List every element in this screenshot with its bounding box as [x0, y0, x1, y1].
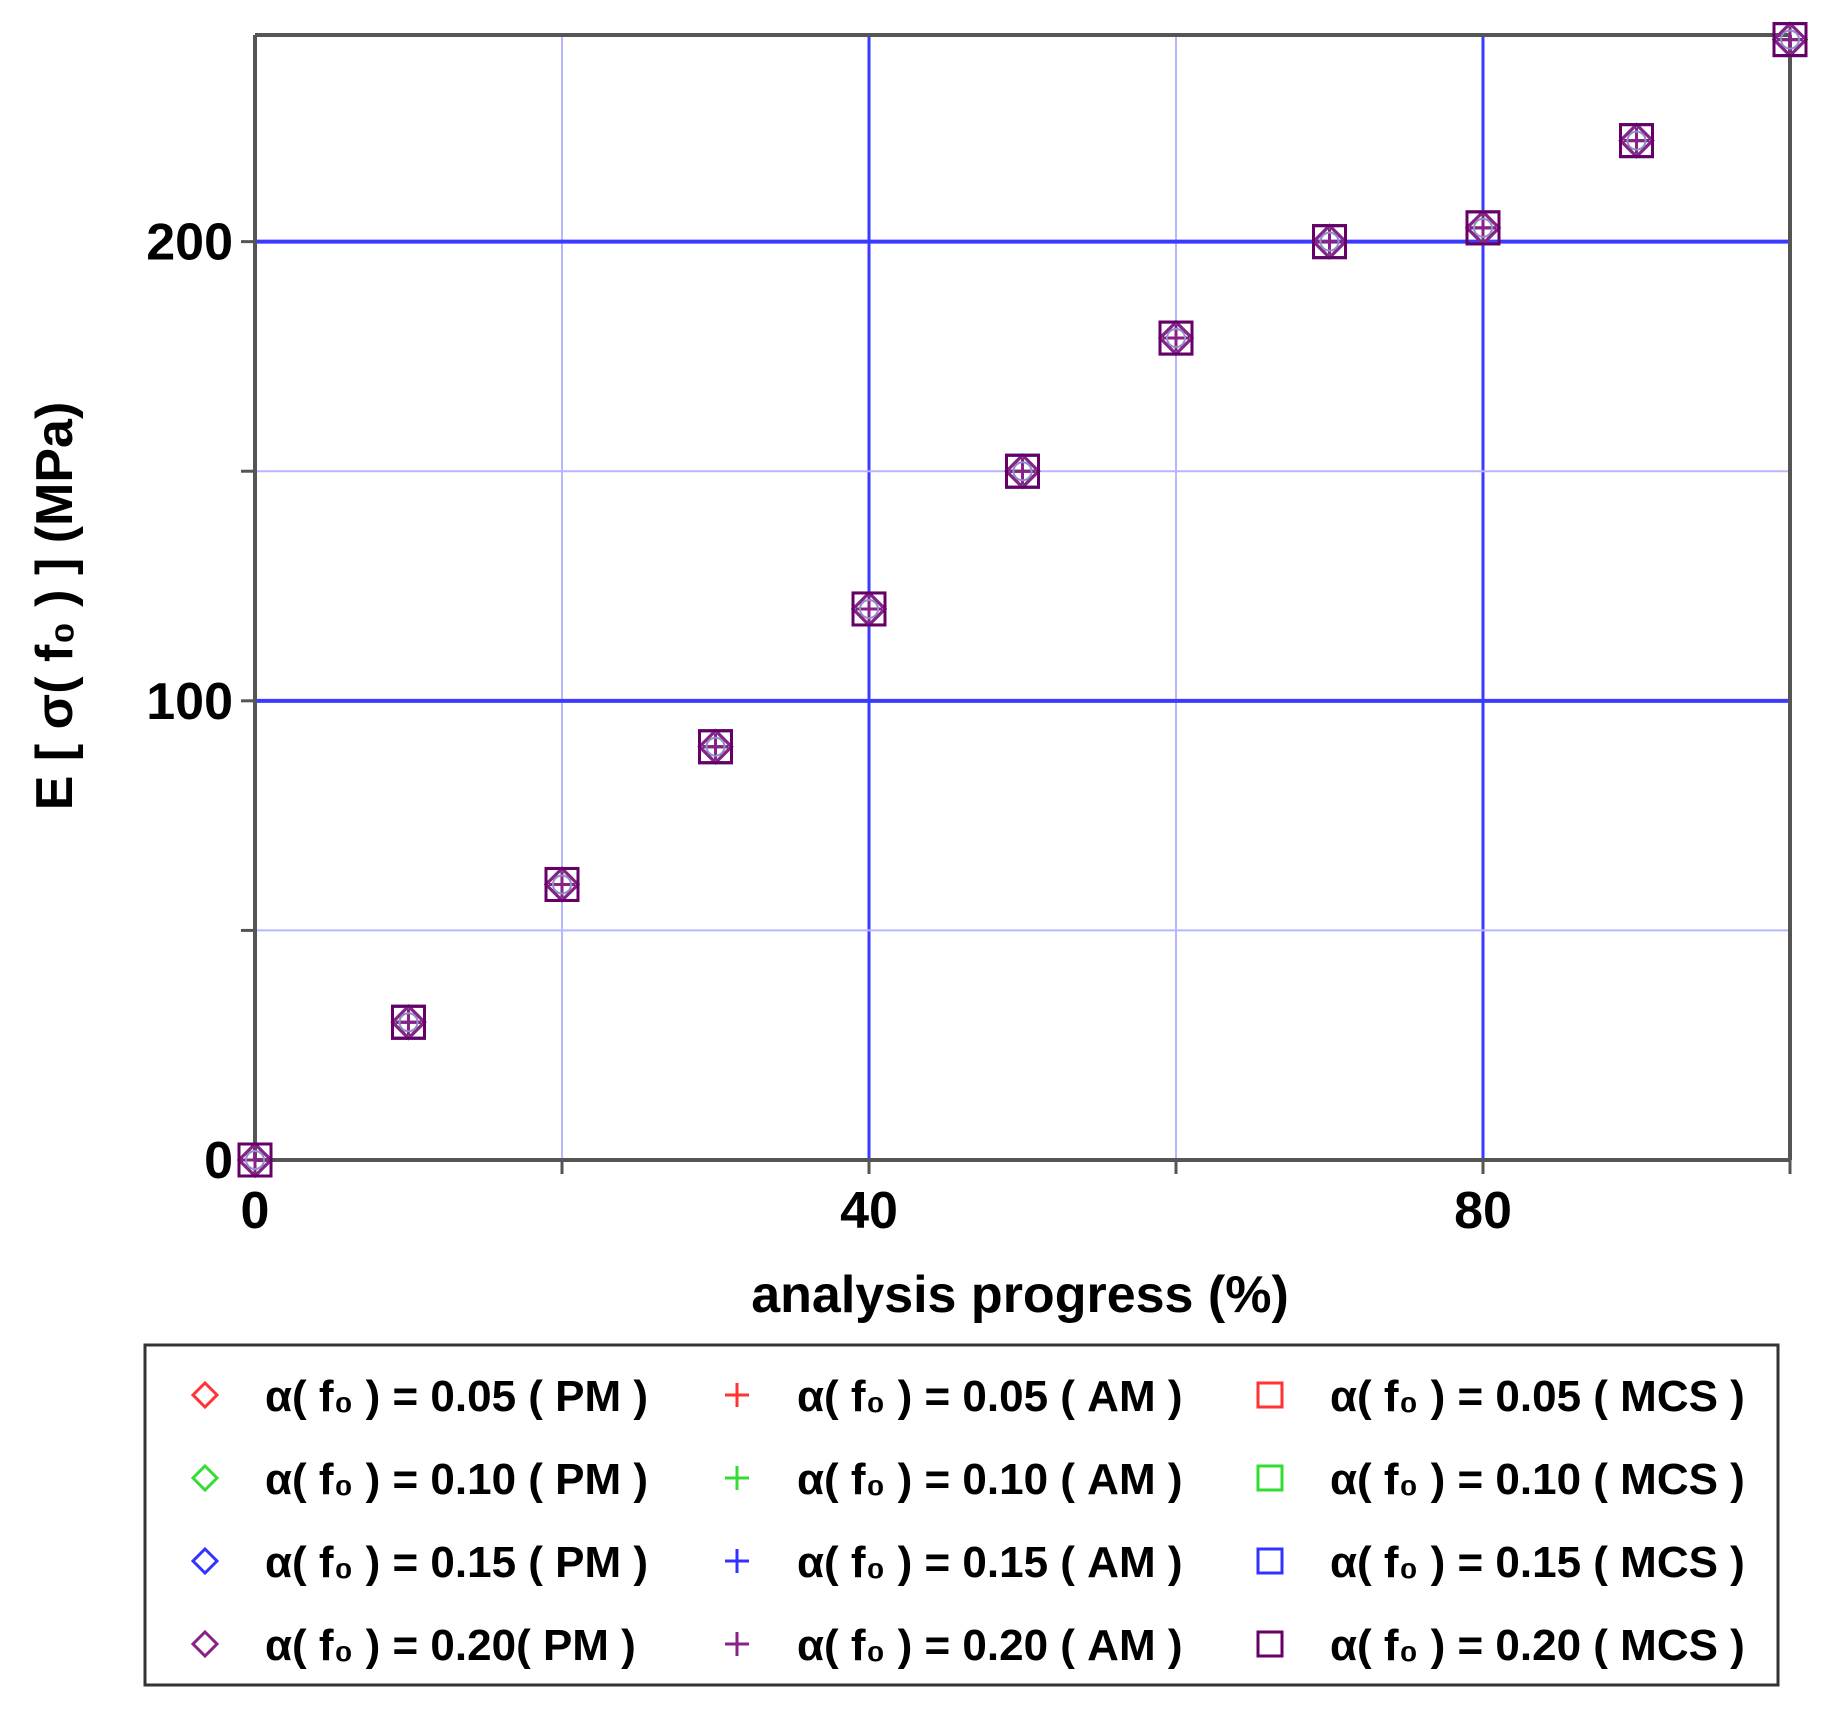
legend-label: α( f₀ ) = 0.20 ( AM )	[797, 1621, 1182, 1670]
square-marker	[237, 1142, 273, 1178]
marker-center	[1626, 130, 1647, 151]
square-marker	[1312, 224, 1347, 260]
legend-entry: α( f₀ ) = 0.15 ( MCS )	[1256, 1538, 1745, 1587]
data-point	[391, 1004, 426, 1040]
legend-label: α( f₀ ) = 0.20 ( MCS )	[1330, 1621, 1745, 1670]
diamond-marker	[190, 1380, 220, 1410]
diamond-marker	[190, 1629, 220, 1659]
legend-entry: α( f₀ ) = 0.20 ( MCS )	[1256, 1621, 1745, 1670]
square-marker	[1772, 22, 1808, 58]
legend-entry: α( f₀ ) = 0.20( PM )	[190, 1621, 636, 1670]
grid	[253, 35, 1791, 1162]
marker-center	[1012, 461, 1033, 482]
axes	[241, 33, 1792, 1174]
data-points	[236, 21, 1809, 1179]
marker-center	[552, 874, 572, 895]
square-marker	[851, 591, 887, 627]
series-12	[237, 22, 1808, 1178]
legend-marker	[190, 1380, 220, 1410]
y-tick-label: 0	[204, 1132, 233, 1190]
legend-marker	[725, 1383, 749, 1407]
legend-label: α( f₀ ) = 0.20( PM )	[265, 1621, 636, 1670]
marker-center	[1780, 29, 1800, 50]
square-marker	[698, 729, 733, 765]
marker-center	[1319, 231, 1340, 252]
data-point	[851, 591, 887, 627]
marker-center	[245, 1150, 265, 1170]
square-marker	[1465, 210, 1501, 246]
legend-marker	[1256, 1630, 1284, 1658]
legend-marker	[1256, 1381, 1284, 1409]
legend-box	[143, 1343, 1780, 1687]
y-axis-title: E [ σ( f₀ ) ] (MPa)	[26, 402, 84, 811]
legend-entry: α( f₀ ) = 0.10 ( AM )	[725, 1455, 1182, 1504]
legend-marker	[725, 1549, 749, 1573]
legend-entry: α( f₀ ) = 0.05 ( AM )	[725, 1372, 1182, 1421]
y-tick-label: 100	[146, 673, 233, 731]
legend-entry: α( f₀ ) = 0.10 ( PM )	[190, 1455, 648, 1504]
legend-marker	[190, 1463, 220, 1493]
marker-center	[1166, 328, 1186, 349]
plot-area	[255, 35, 1790, 1160]
data-point	[698, 729, 733, 765]
square-marker	[391, 1004, 426, 1040]
legend-label: α( f₀ ) = 0.10 ( PM )	[265, 1455, 648, 1504]
square-marker	[1158, 320, 1194, 356]
legend-marker	[725, 1466, 749, 1490]
legend-marker	[1256, 1464, 1284, 1492]
legend-entry: α( f₀ ) = 0.15 ( AM )	[725, 1538, 1182, 1587]
marker-center	[1473, 217, 1493, 238]
data-point	[1772, 22, 1808, 58]
square-marker	[1619, 123, 1654, 159]
legend-label: α( f₀ ) = 0.15 ( MCS )	[1330, 1538, 1745, 1587]
diamond-marker	[190, 1463, 220, 1493]
square-marker	[1256, 1630, 1284, 1658]
data-point	[544, 866, 580, 902]
legend-label: α( f₀ ) = 0.15 ( AM )	[797, 1538, 1182, 1587]
x-axis-title: analysis progress (%)	[751, 1266, 1289, 1324]
data-point	[1312, 224, 1347, 260]
legend-entry: α( f₀ ) = 0.20 ( AM )	[725, 1621, 1182, 1670]
legend-marker	[190, 1546, 220, 1576]
legend-label: α( f₀ ) = 0.10 ( AM )	[797, 1455, 1182, 1504]
data-point	[1619, 123, 1654, 159]
y-tick-label: 200	[146, 214, 233, 272]
marker-center	[705, 736, 726, 757]
data-point	[1005, 453, 1040, 489]
data-point	[1158, 320, 1194, 356]
legend-entry: α( f₀ ) = 0.10 ( MCS )	[1256, 1455, 1745, 1504]
data-point	[237, 1142, 273, 1178]
legend-entry: α( f₀ ) = 0.05 ( PM )	[190, 1372, 648, 1421]
tick-labels: 0 40 80 0 100 200	[146, 214, 1512, 1240]
legend-entry: α( f₀ ) = 0.15 ( PM )	[190, 1538, 648, 1587]
marker-center	[398, 1012, 419, 1033]
x-tick-label: 40	[840, 1182, 898, 1240]
square-marker	[1005, 453, 1040, 489]
x-tick-label: 0	[241, 1182, 270, 1240]
legend: α( f₀ ) = 0.05 ( PM ) α( f₀ ) = 0.10 ( PM…	[143, 1343, 1780, 1687]
legend-label: α( f₀ ) = 0.05 ( AM )	[797, 1372, 1182, 1421]
legend-label: α( f₀ ) = 0.15 ( PM )	[265, 1538, 648, 1587]
legend-marker	[1256, 1547, 1284, 1575]
legend-entry: α( f₀ ) = 0.05 ( MCS )	[1256, 1372, 1745, 1421]
square-marker	[544, 866, 580, 902]
legend-label: α( f₀ ) = 0.05 ( PM )	[265, 1372, 648, 1421]
legend-label: α( f₀ ) = 0.05 ( MCS )	[1330, 1372, 1745, 1421]
diamond-marker	[190, 1546, 220, 1576]
x-tick-label: 80	[1454, 1182, 1512, 1240]
marker-center	[859, 598, 879, 619]
data-point	[1465, 210, 1501, 246]
square-marker	[1256, 1547, 1284, 1575]
legend-label: α( f₀ ) = 0.10 ( MCS )	[1330, 1455, 1745, 1504]
square-marker	[1256, 1381, 1284, 1409]
legend-marker	[725, 1632, 749, 1656]
square-marker	[1256, 1464, 1284, 1492]
legend-marker	[190, 1629, 220, 1659]
